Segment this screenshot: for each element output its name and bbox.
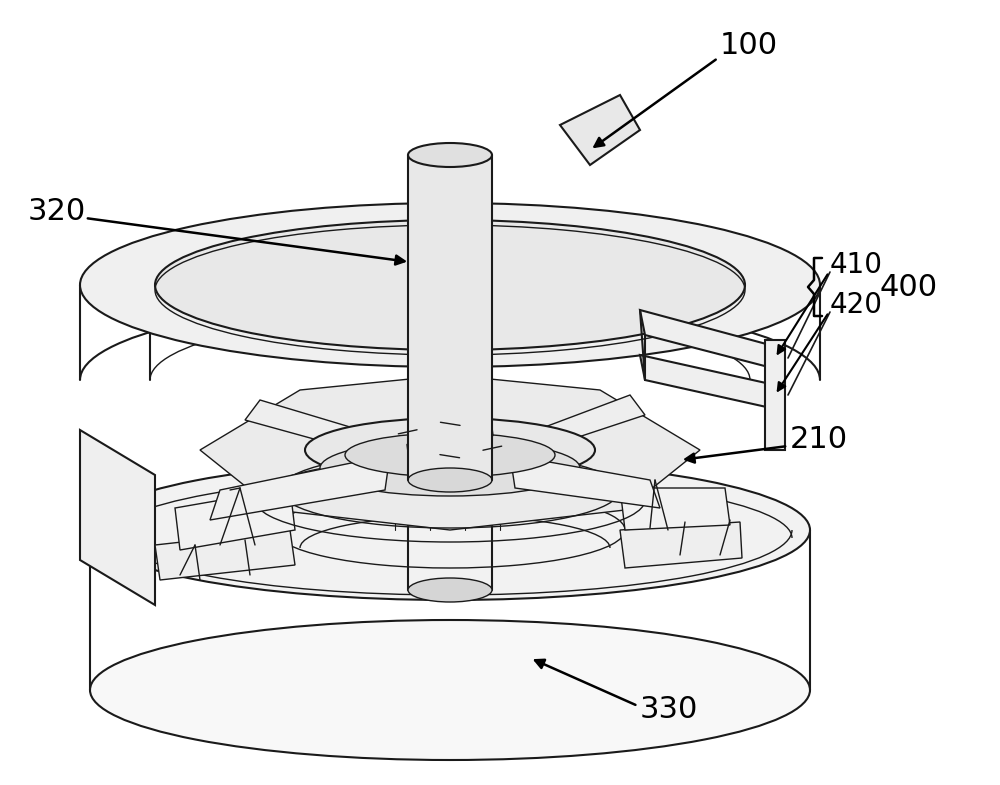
Ellipse shape: [408, 143, 492, 167]
Ellipse shape: [408, 468, 492, 492]
Polygon shape: [210, 455, 390, 520]
Text: 210: 210: [790, 425, 848, 455]
Polygon shape: [510, 455, 660, 508]
Ellipse shape: [305, 418, 595, 482]
Polygon shape: [560, 95, 640, 165]
Ellipse shape: [345, 433, 555, 477]
Polygon shape: [200, 375, 700, 530]
Ellipse shape: [90, 620, 810, 760]
Ellipse shape: [155, 220, 745, 350]
Text: 420: 420: [830, 291, 883, 319]
Polygon shape: [175, 488, 295, 550]
Text: 100: 100: [720, 31, 778, 60]
Polygon shape: [80, 430, 155, 605]
Polygon shape: [640, 355, 780, 410]
Polygon shape: [620, 488, 730, 530]
Polygon shape: [155, 530, 295, 580]
Polygon shape: [245, 400, 400, 460]
Ellipse shape: [320, 440, 580, 496]
Polygon shape: [640, 310, 780, 370]
Text: 330: 330: [640, 696, 698, 725]
Polygon shape: [765, 340, 785, 450]
Text: 410: 410: [830, 251, 883, 279]
Polygon shape: [505, 395, 645, 458]
Ellipse shape: [408, 578, 492, 602]
Ellipse shape: [80, 203, 820, 367]
Polygon shape: [408, 155, 492, 480]
Ellipse shape: [90, 460, 810, 600]
Text: 400: 400: [880, 272, 938, 301]
Text: 320: 320: [28, 198, 86, 227]
Polygon shape: [620, 522, 742, 568]
